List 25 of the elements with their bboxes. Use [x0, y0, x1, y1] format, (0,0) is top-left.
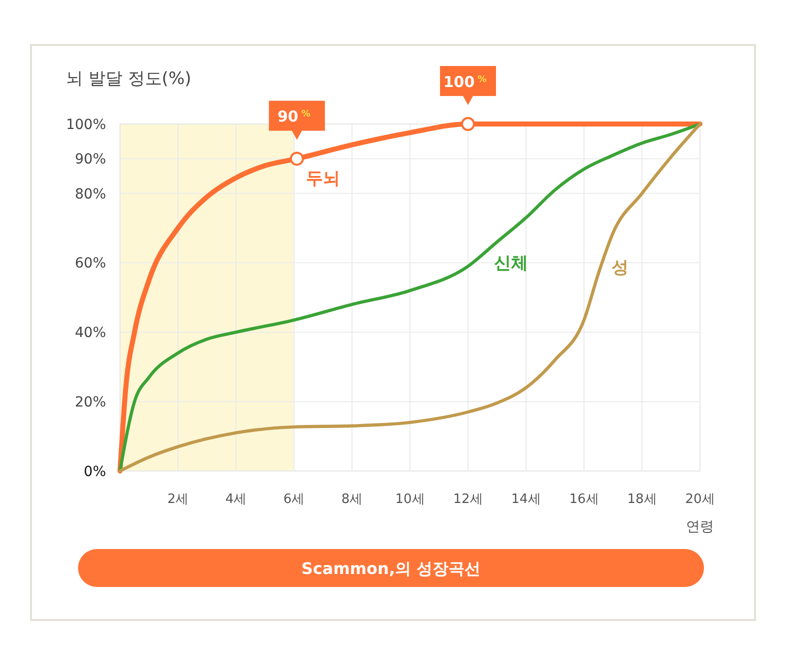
x-tick-label: 12세	[453, 492, 483, 507]
y-tick-label: 20%	[74, 394, 106, 410]
x-tick-label: 18세	[627, 492, 657, 507]
y-tick-label: 80%	[74, 186, 106, 202]
y-tick-label: 90%	[74, 152, 106, 168]
series-label: 신체	[494, 253, 528, 274]
x-tick-label: 4세	[225, 492, 247, 507]
x-axis-title: 연령	[686, 519, 714, 535]
y-tick-label: 40%	[74, 325, 106, 342]
x-tick-label: 8세	[341, 492, 363, 507]
y-tick-label: 0%	[84, 464, 106, 480]
x-tick-label: 20세	[685, 492, 715, 507]
annotation: 100$^{%}$	[443, 73, 487, 91]
x-tick-label: 16세	[569, 492, 599, 507]
x-tick-label: 10세	[395, 492, 425, 507]
x-tick-label: 6세	[283, 492, 305, 507]
y-axis-title: 뇌 발달 정도(%)	[66, 69, 192, 89]
series-label: 성	[611, 258, 628, 278]
y-tick-label: 100%	[66, 116, 106, 133]
x-tick-label: 2세	[167, 492, 189, 507]
text: Scammon,의 성장곡선	[301, 559, 481, 578]
y-tick-label: 60%	[74, 256, 106, 272]
x-tick-label: 14세	[511, 492, 541, 507]
series-label: 두뇌	[306, 168, 340, 189]
annotation: 90$^{%}$	[277, 108, 310, 126]
